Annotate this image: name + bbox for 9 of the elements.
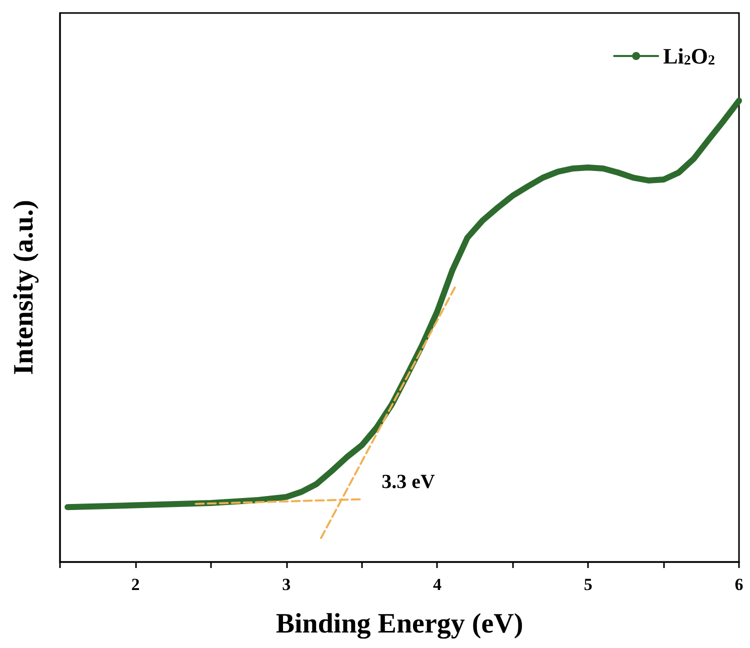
x-tick-label: 5 <box>584 575 592 594</box>
legend-label: Li2O2 <box>663 44 715 68</box>
x-tick-label: 4 <box>432 575 442 594</box>
x-tick-label: 6 <box>734 575 744 594</box>
annotation: 3.3 eV <box>382 471 436 494</box>
x-tick-label: 2 <box>131 575 140 594</box>
x-axis-title: Binding Energy (eV) <box>276 608 524 640</box>
y-axis-title: Intensity (a.u.) <box>8 200 40 376</box>
x-tick-label: 3 <box>282 575 291 594</box>
